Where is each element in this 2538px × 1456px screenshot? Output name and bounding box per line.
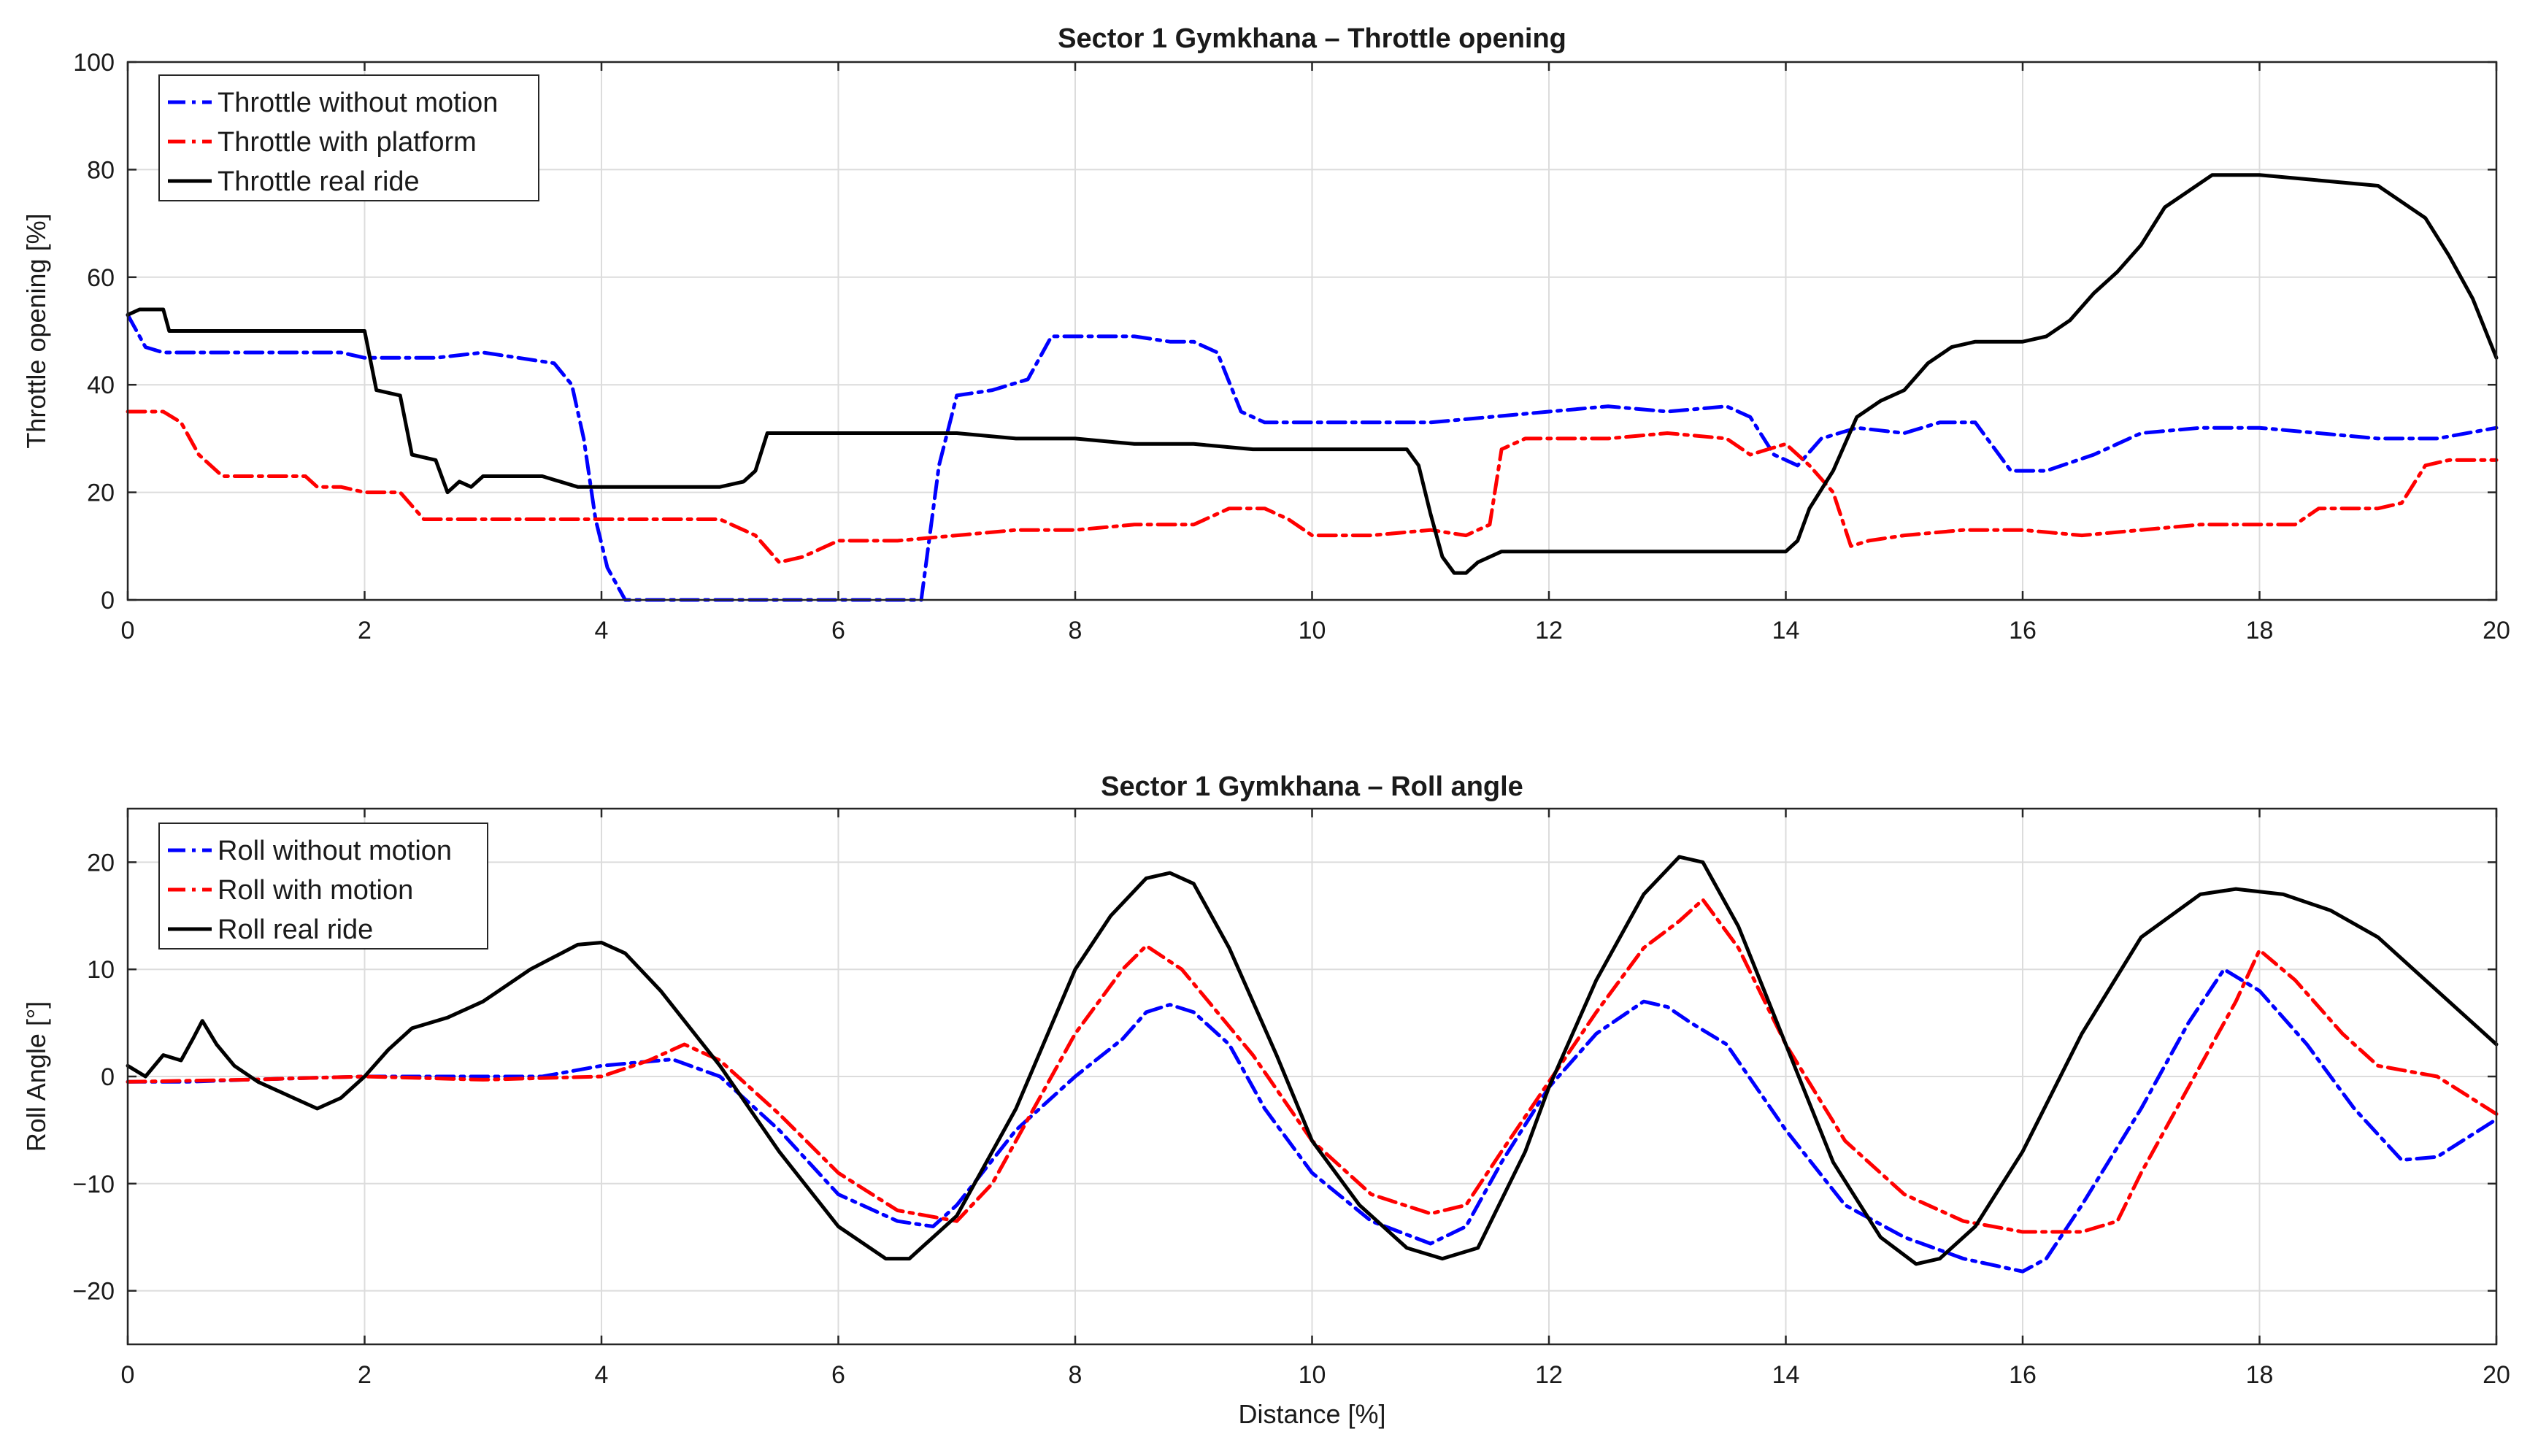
x-tick-label: 14 — [1772, 617, 1800, 644]
roll-chart: 0 2 4 6 8 10 12 14 16 18 20 −20 −10 0 10 20 Sector 1 Gym… — [21, 771, 2510, 1429]
x-tick-label: 10 — [1299, 1361, 1326, 1389]
x-tick-label: 16 — [2009, 617, 2037, 644]
y-tick-label: 100 — [73, 49, 115, 77]
x-tick-label: 14 — [1772, 1361, 1800, 1389]
x-tick-label: 16 — [2009, 1361, 2037, 1389]
y-tick-label: 20 — [87, 849, 115, 877]
y-tick-label: −10 — [72, 1171, 115, 1198]
x-tick-label: 18 — [2246, 1361, 2274, 1389]
x-tick-label: 20 — [2483, 617, 2510, 644]
chart-title: Sector 1 Gymkhana – Throttle opening — [1058, 23, 1566, 54]
x-tick-label: 20 — [2483, 1361, 2510, 1389]
series-line-throttle-without-motion — [126, 312, 2499, 602]
x-tick-label: 8 — [1069, 1361, 1083, 1389]
series-line-roll-without-motion — [126, 967, 2499, 1274]
x-tick-label: 18 — [2246, 617, 2274, 644]
x-tick-label: 2 — [358, 1361, 372, 1389]
legend-entry-label: Roll real ride — [218, 914, 373, 945]
legend-entry-label: Throttle real ride — [218, 166, 420, 197]
legend-box — [158, 823, 488, 950]
y-tick-label: 40 — [87, 371, 115, 399]
legend-entry-label: Roll with motion — [218, 875, 413, 906]
y-tick-label: 0 — [101, 1063, 115, 1091]
series-line-throttle-with-platform — [126, 409, 2499, 564]
legend-entry-label: Throttle with platform — [218, 127, 477, 158]
y-tick-label: 80 — [87, 156, 115, 184]
y-tick-label: −20 — [72, 1278, 115, 1306]
legend-entry-label: Throttle without motion — [218, 88, 498, 118]
y-axis-label: Roll Angle [°] — [21, 1001, 51, 1152]
legend-box — [158, 74, 539, 201]
y-tick-label: 20 — [87, 479, 115, 507]
chart-title: Sector 1 Gymkhana – Roll angle — [1101, 771, 1523, 802]
x-tick-label: 6 — [831, 617, 845, 644]
y-tick-label: 10 — [87, 956, 115, 984]
series-line-roll-real-ride — [126, 855, 2499, 1266]
throttle-chart: 0 2 4 6 8 10 12 14 16 18 20 0 20 40 60 80 100 Sector 1 Gy… — [21, 23, 2510, 644]
x-tick-label: 2 — [358, 617, 372, 644]
x-tick-label: 12 — [1535, 1361, 1563, 1389]
legend: Throttle without motion Throttle with pla… — [158, 74, 539, 201]
x-tick-label: 0 — [121, 1361, 135, 1389]
x-tick-label: 4 — [595, 617, 609, 644]
y-tick-label: 60 — [87, 264, 115, 292]
x-tick-label: 10 — [1299, 617, 1326, 644]
legend-entry-label: Roll without motion — [218, 836, 452, 866]
x-tick-label: 4 — [595, 1361, 609, 1389]
legend: Roll without motion Roll with motion Roll … — [158, 823, 488, 950]
y-axis-label: Throttle opening [%] — [21, 213, 51, 448]
series-line-throttle-real-ride — [126, 173, 2499, 575]
x-tick-label: 8 — [1069, 617, 1083, 644]
series-line-roll-with-motion — [126, 898, 2499, 1234]
x-tick-label: 0 — [121, 617, 135, 644]
x-axis-label: Distance [%] — [1238, 1399, 1385, 1429]
x-tick-label: 12 — [1535, 617, 1563, 644]
y-tick-label: 0 — [101, 587, 115, 615]
x-tick-label: 6 — [831, 1361, 845, 1389]
